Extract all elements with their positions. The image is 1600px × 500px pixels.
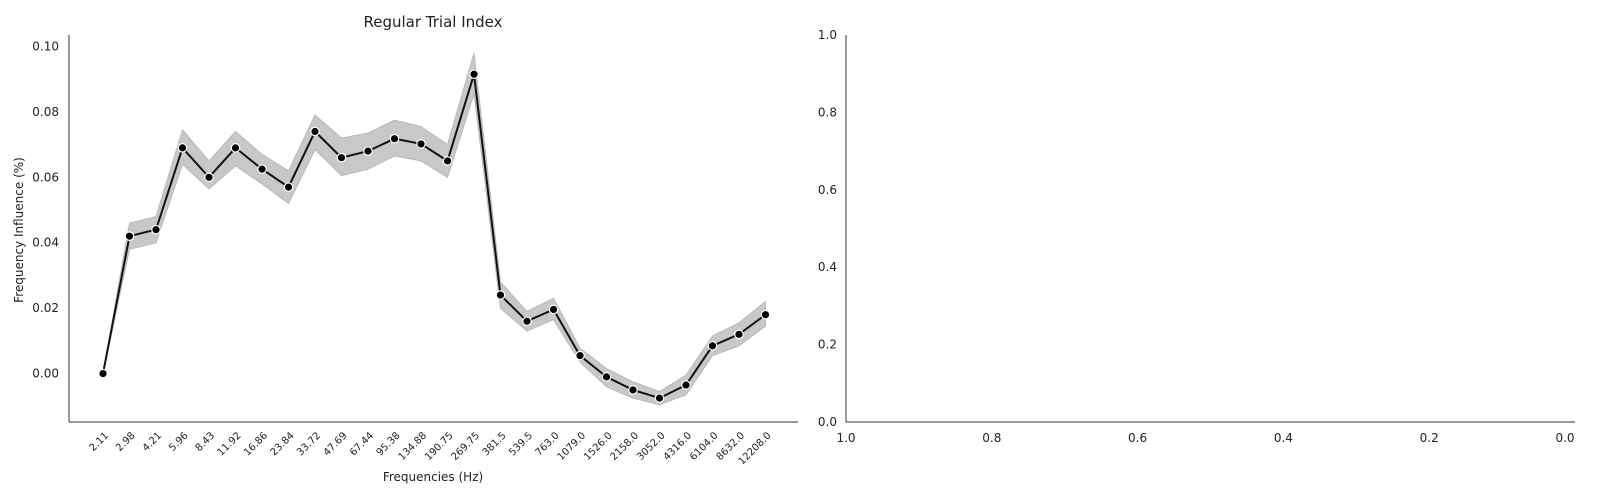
x-tick-label: 539.5	[507, 430, 535, 458]
data-point	[363, 146, 373, 156]
y-axis-label: Frequency Influence (%)	[12, 157, 26, 303]
right-y-tick-label: 0.2	[818, 338, 837, 352]
x-tick-label: 190.75	[423, 430, 456, 463]
y-tick-label: 0.02	[32, 301, 59, 315]
data-point	[522, 316, 532, 327]
x-tick-label: 16.86	[242, 430, 270, 458]
x-tick-label: 2.11	[88, 430, 112, 454]
chart-title: Regular Trial Index	[363, 13, 502, 31]
data-point	[204, 172, 214, 183]
x-tick-label: 2158.0	[609, 430, 642, 463]
data-point	[230, 143, 241, 153]
x-tick-label: 47.69	[322, 430, 350, 458]
x-tick-label: 8.43	[194, 430, 218, 454]
data-point	[310, 126, 320, 137]
x-tick-label: 67.44	[348, 430, 376, 458]
chart-empty-axes: 0.0 0.2 0.4 0.6 0.8 1.0 1.0 0.8 0.6 0.4 0.2 0.0	[818, 28, 1575, 445]
right-x-tick-label: 0.4	[1274, 431, 1293, 445]
series-line-mean	[102, 74, 767, 400]
x-tick-label: 5.96	[167, 430, 191, 454]
y-tick-label: 0.06	[32, 170, 59, 184]
right-x-tick-label: 0.6	[1128, 431, 1147, 445]
x-tick-label: 4.21	[141, 430, 165, 454]
data-point	[469, 69, 479, 80]
data-point	[442, 156, 453, 166]
data-point	[760, 309, 771, 320]
data-point	[177, 143, 188, 153]
x-tick-label: 1526.0	[582, 430, 615, 463]
x-tick-label: 134.88	[397, 430, 430, 463]
x-tick-label: 269.75	[450, 430, 483, 463]
right-x-tick-label: 1.0	[836, 431, 855, 445]
right-y-tick-label: 0.4	[818, 260, 837, 274]
data-point	[283, 182, 294, 192]
x-tick-label: 4316.0	[662, 430, 695, 463]
confidence-band	[102, 52, 766, 406]
y-tick-label: 0.04	[32, 236, 59, 250]
data-point	[707, 340, 718, 351]
data-point	[124, 231, 135, 241]
data-point	[416, 139, 426, 149]
x-tick-label: 2.98	[114, 430, 138, 454]
y-tick-label: 0.08	[32, 105, 59, 119]
right-y-tick-label: 1.0	[818, 28, 837, 42]
x-tick-label: 23.84	[269, 430, 297, 458]
x-tick-label: 11.92	[216, 430, 244, 458]
data-point	[389, 133, 400, 144]
data-point	[628, 385, 638, 395]
data-point	[336, 152, 347, 163]
data-point	[734, 329, 744, 340]
data-point	[601, 372, 612, 382]
y-tick-label: 0.00	[32, 367, 59, 381]
data-point	[575, 350, 585, 361]
right-y-tick-label: 0.6	[818, 183, 837, 197]
right-y-tick-label: 0.8	[818, 105, 837, 119]
x-tick-label: 3052.0	[635, 430, 668, 463]
data-point	[495, 290, 506, 300]
right-x-tick-label: 0.8	[982, 431, 1001, 445]
x-tick-label: 6104.0	[688, 430, 721, 463]
y-tick-label: 0.10	[32, 39, 59, 53]
x-axis-label: Frequencies (Hz)	[383, 470, 483, 484]
data-point	[151, 224, 161, 235]
right-x-tick-label: 0.0	[1555, 431, 1574, 445]
data-point	[257, 164, 267, 174]
chart-regular-trial-index: Regular Trial Index Frequency Influence …	[12, 13, 798, 484]
data-point	[654, 393, 665, 403]
x-tick-label: 1079.0	[556, 430, 589, 463]
data-point	[681, 380, 691, 390]
data-point	[548, 304, 559, 315]
x-tick-label: 33.72	[295, 430, 323, 458]
x-tick-label: 381.5	[481, 430, 509, 458]
data-point	[98, 368, 108, 379]
right-y-tick-label: 0.0	[818, 415, 837, 429]
right-x-tick-label: 0.2	[1420, 431, 1439, 445]
